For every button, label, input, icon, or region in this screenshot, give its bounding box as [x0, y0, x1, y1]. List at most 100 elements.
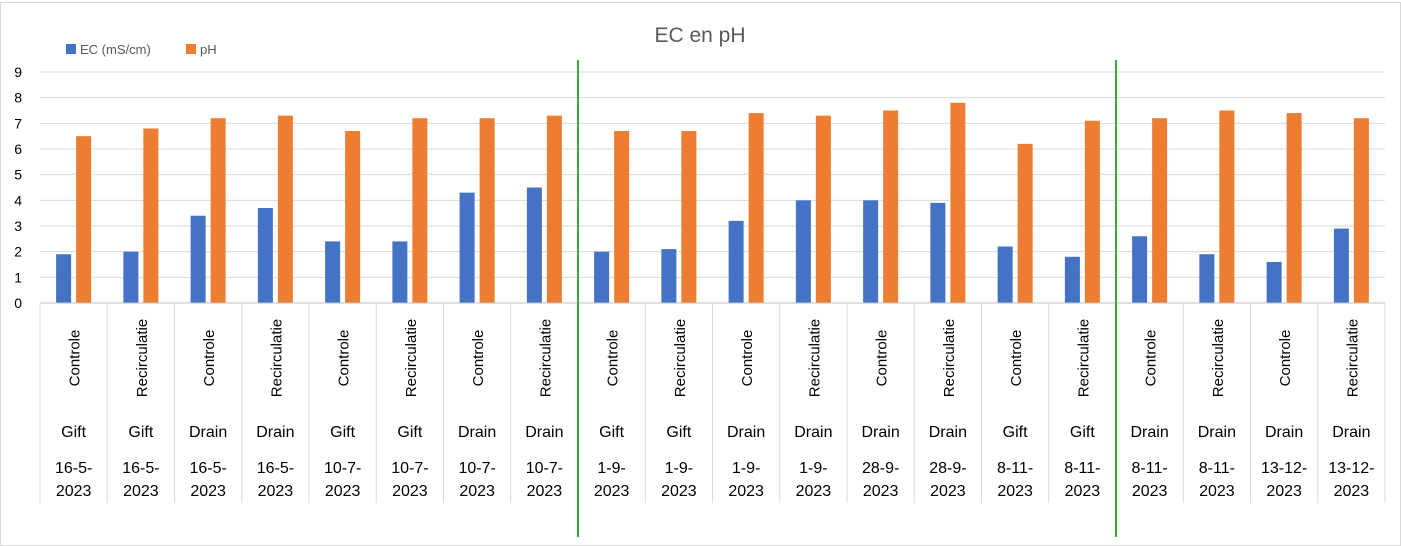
bar-ec [1266, 261, 1282, 303]
x-label-date-bottom: 2023 [123, 483, 159, 500]
bar-ec [1333, 228, 1349, 303]
x-label-date-bottom: 2023 [56, 483, 92, 500]
bar-ph [883, 110, 899, 303]
x-label-type: Drain [1198, 424, 1236, 441]
y-tick-label: 8 [14, 90, 22, 106]
y-tick-label: 2 [14, 244, 22, 260]
x-label-treatment: Controle [739, 330, 756, 387]
x-label-treatment: Recirculatie [1210, 319, 1227, 397]
bar-ec [1199, 254, 1215, 303]
x-label-date-top: 28-9- [929, 460, 966, 477]
x-axis: Controle Gift 16-5- 2023 Recirculatie Gift 16-… [39, 302, 1386, 503]
x-label-date-bottom: 2023 [527, 483, 563, 500]
x-label-treatment: Recirculatie [403, 319, 420, 397]
bar-ec [257, 208, 273, 303]
x-label-type: Drain [458, 424, 496, 441]
x-label-date-bottom: 2023 [258, 483, 294, 500]
x-label-date-bottom: 2023 [190, 483, 226, 500]
bar-ph [277, 115, 293, 303]
x-label-treatment: Controle [1143, 330, 1160, 387]
x-label-date-bottom: 2023 [930, 483, 966, 500]
x-label-date-top: 13-12- [1261, 460, 1307, 477]
x-label-date-bottom: 2023 [997, 483, 1033, 500]
bar-ec [795, 200, 811, 303]
x-label-type: Drain [727, 424, 765, 441]
x-label-treatment: Controle [201, 330, 218, 387]
bar-ec [863, 200, 879, 303]
x-label-type: Drain [1265, 424, 1303, 441]
bar-ec [1132, 236, 1148, 303]
bar-ph [1286, 113, 1302, 303]
x-label-date-bottom: 2023 [325, 483, 361, 500]
x-label-date-bottom: 2023 [594, 483, 630, 500]
bar-ec [661, 249, 677, 303]
bar-ph [614, 131, 630, 303]
bar-ec [930, 202, 946, 303]
y-tick-label: 3 [14, 218, 22, 234]
x-label-treatment: Recirculatie [1344, 319, 1361, 397]
bar-ph [479, 118, 495, 303]
x-label-type: Drain [256, 424, 294, 441]
y-axis: 0 1 2 3 4 5 6 7 8 9 [14, 64, 22, 311]
x-label-date-top: 10-7- [324, 460, 361, 477]
bar-ec [594, 251, 610, 303]
x-label-date-top: 8-11- [1199, 460, 1235, 477]
x-label-date-top: 10-7- [391, 460, 428, 477]
bar-ph [815, 115, 831, 303]
x-label-treatment: Recirculatie [1075, 319, 1092, 397]
x-label-type: Drain [1332, 424, 1370, 441]
legend-label-ph: pH [200, 42, 217, 57]
x-label-treatment: Recirculatie [537, 319, 554, 397]
bar-ph [210, 118, 226, 303]
legend-swatch-ph [186, 44, 196, 54]
y-tick-label: 0 [14, 295, 22, 311]
x-label-date-top: 16-5- [257, 460, 294, 477]
bar-ec [325, 241, 341, 303]
bar-ec [56, 254, 72, 303]
x-label-date-bottom: 2023 [1199, 483, 1235, 500]
x-label-date-top: 16-5- [189, 460, 226, 477]
x-label-type: Gift [397, 424, 422, 441]
y-tick-label: 5 [14, 167, 22, 183]
y-tick-label: 7 [14, 115, 22, 131]
x-label-treatment: Recirculatie [268, 319, 285, 397]
x-label-date-top: 1-9- [732, 460, 760, 477]
x-label-date-top: 1-9- [597, 460, 625, 477]
bar-ph [412, 118, 428, 303]
x-label-type: Gift [666, 424, 691, 441]
x-label-type: Drain [1131, 424, 1169, 441]
chart-title: EC en pH [654, 24, 745, 47]
x-label-treatment: Recirculatie [941, 319, 958, 397]
bar-ph [1152, 118, 1168, 303]
x-label-date-top: 8-11- [1064, 460, 1100, 477]
x-label-treatment: Controle [470, 330, 487, 387]
x-label-date-bottom: 2023 [796, 483, 832, 500]
x-label-date-top: 28-9- [862, 460, 899, 477]
bar-ec [728, 220, 744, 303]
x-label-date-bottom: 2023 [1266, 483, 1302, 500]
x-label-type: Drain [929, 424, 967, 441]
y-tick-label: 1 [14, 269, 22, 285]
x-label-date-bottom: 2023 [1132, 483, 1168, 500]
x-label-treatment: Controle [336, 330, 353, 387]
bar-ec [526, 187, 542, 303]
x-label-type: Gift [330, 424, 355, 441]
x-label-type: Gift [599, 424, 624, 441]
x-label-type: Drain [794, 424, 832, 441]
bar-ph [748, 113, 764, 303]
x-label-treatment: Recirculatie [806, 319, 823, 397]
x-label-treatment: Controle [874, 330, 891, 387]
x-label-type: Drain [525, 424, 563, 441]
bar-ph [546, 115, 562, 303]
x-label-date-top: 8-11- [1132, 460, 1168, 477]
x-label-date-bottom: 2023 [1334, 483, 1370, 500]
x-label-date-top: 1-9- [665, 460, 693, 477]
legend-swatch-ec [66, 44, 76, 54]
bar-ph [1353, 118, 1369, 303]
bar-ec [1064, 256, 1080, 303]
x-label-date-bottom: 2023 [392, 483, 428, 500]
x-label-date-top: 10-7- [526, 460, 563, 477]
bar-ph [76, 136, 92, 303]
bar-ph [1017, 143, 1033, 303]
